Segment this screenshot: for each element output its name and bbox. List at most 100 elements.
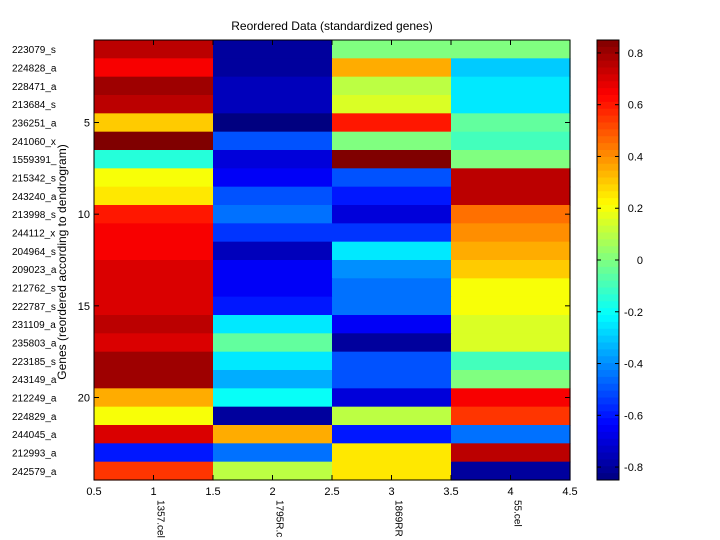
heatmap-cell (94, 40, 214, 59)
colorbar-segment (597, 425, 619, 433)
heatmap-cell (332, 443, 452, 463)
x-tick-label: 2.5 (324, 486, 339, 498)
colorbar-segment (597, 129, 619, 137)
row-label: 244045_a (12, 430, 57, 441)
heatmap-cell (213, 425, 333, 444)
y-axis-label: Genes (reordered according to dendrogram… (55, 144, 69, 379)
colorbar-segment (597, 122, 619, 130)
heatmap-cell (332, 370, 452, 389)
colorbar-segment (597, 266, 619, 275)
colorbar-segment (597, 95, 619, 103)
colorbar-segment (597, 466, 619, 474)
row-label: 212249_a (12, 394, 57, 405)
heatmap-cell (451, 186, 571, 206)
heatmap-cell (94, 315, 214, 334)
row-label: 231109_a (12, 320, 56, 331)
heatmap-cell (332, 40, 452, 59)
heatmap-cell (451, 461, 571, 481)
column-label: 1357.cel (155, 500, 166, 538)
heatmap-cell (451, 406, 571, 426)
heatmap-cell (451, 168, 571, 188)
colorbar-segment (597, 191, 619, 199)
colorbar-segment (597, 301, 619, 309)
colorbar-segment (597, 452, 619, 460)
heatmap-cell (213, 406, 333, 426)
heatmap-cell (213, 443, 333, 463)
heatmap-cell (94, 443, 214, 463)
heatmap-cell (451, 241, 571, 261)
colorbar-segment (597, 363, 619, 371)
column-labels: 1357.cel 1795R.c 1869RR 55.cel (155, 500, 523, 538)
colorbar-segment (597, 156, 619, 165)
row-label: 223185_s (12, 357, 56, 368)
heatmap-cell (94, 296, 214, 316)
chart-title: Reordered Data (standardized genes) (231, 19, 432, 33)
heatmap-cell (213, 388, 333, 408)
colorbar-segment (597, 370, 619, 378)
colorbar-segment (597, 163, 619, 172)
heatmap-cell (213, 168, 333, 188)
row-label: 224828_a (12, 64, 57, 75)
colorbar-segment (597, 211, 619, 220)
colorbar-segment (597, 315, 619, 323)
heatmap-cell (332, 406, 452, 426)
heatmap-cell (94, 388, 214, 408)
y-tick-label: 10 (78, 209, 90, 221)
heatmap-cell (213, 186, 333, 206)
colorbar-segment (597, 376, 619, 385)
heatmap-cell (451, 95, 571, 114)
column-label: 55.cel (512, 500, 523, 527)
row-label: 242579_a (12, 467, 57, 478)
colorbar-segment (597, 287, 619, 295)
colorbar-tick-label: 0.2 (628, 203, 643, 215)
heatmap-cell (94, 205, 214, 224)
heatmap-cell (451, 150, 571, 169)
heatmap-cell (94, 461, 214, 481)
heatmap-cell (213, 131, 333, 151)
colorbar-segment (597, 177, 619, 185)
colorbar-tick-label: -0.2 (624, 307, 643, 319)
colorbar-segment (597, 294, 619, 302)
colorbar-segment (597, 232, 619, 240)
heatmap-cell (213, 461, 333, 481)
colorbar-segment (597, 46, 619, 55)
row-label: 243240_a (12, 192, 57, 203)
colorbar-segment (597, 108, 619, 117)
colorbar-segment (597, 150, 619, 158)
heatmap-cell (213, 278, 333, 298)
row-label: 1559391_ (12, 155, 57, 166)
colorbar-segment (597, 321, 619, 330)
row-label: 212762_s (12, 284, 56, 295)
heatmap-cell (94, 425, 214, 444)
colorbar-segment (597, 438, 619, 447)
heatmap-cell (451, 131, 571, 151)
heatmap-cell (213, 241, 333, 261)
colorbar-segment (597, 184, 619, 192)
colorbar: 0.8 0.6 0.4 0.2 0 -0.2 -0.4 -0.6 -0.8 (596, 39, 643, 481)
x-tick-label: 3.5 (443, 486, 458, 498)
colorbar-segment (597, 335, 619, 344)
heatmap-cell (332, 351, 452, 371)
heatmap-cell (213, 205, 333, 224)
heatmap-cell (213, 315, 333, 334)
heatmap-cell (213, 370, 333, 389)
colorbar-segment (597, 342, 619, 350)
heatmap-cell (94, 113, 214, 133)
x-tick-label: 3 (388, 486, 394, 498)
colorbar-segment (597, 218, 619, 227)
row-label: 235803_a (12, 339, 57, 350)
heatmap-cell (451, 40, 571, 59)
heatmap-cell (94, 186, 214, 206)
heatmap-cell (451, 370, 571, 389)
heatmap-cell (94, 260, 214, 279)
row-label: 224829_a (12, 412, 57, 423)
row-label: 213684_s (12, 100, 56, 111)
heatmap-cell (213, 40, 333, 59)
colorbar-segment (597, 273, 619, 282)
row-label: 209023_a (12, 265, 57, 276)
heatmap-cell (94, 150, 214, 169)
colorbar-segment (597, 397, 619, 405)
heatmap-cell (451, 351, 571, 371)
colorbar-segment (597, 136, 619, 144)
row-label: 212993_a (12, 449, 57, 460)
